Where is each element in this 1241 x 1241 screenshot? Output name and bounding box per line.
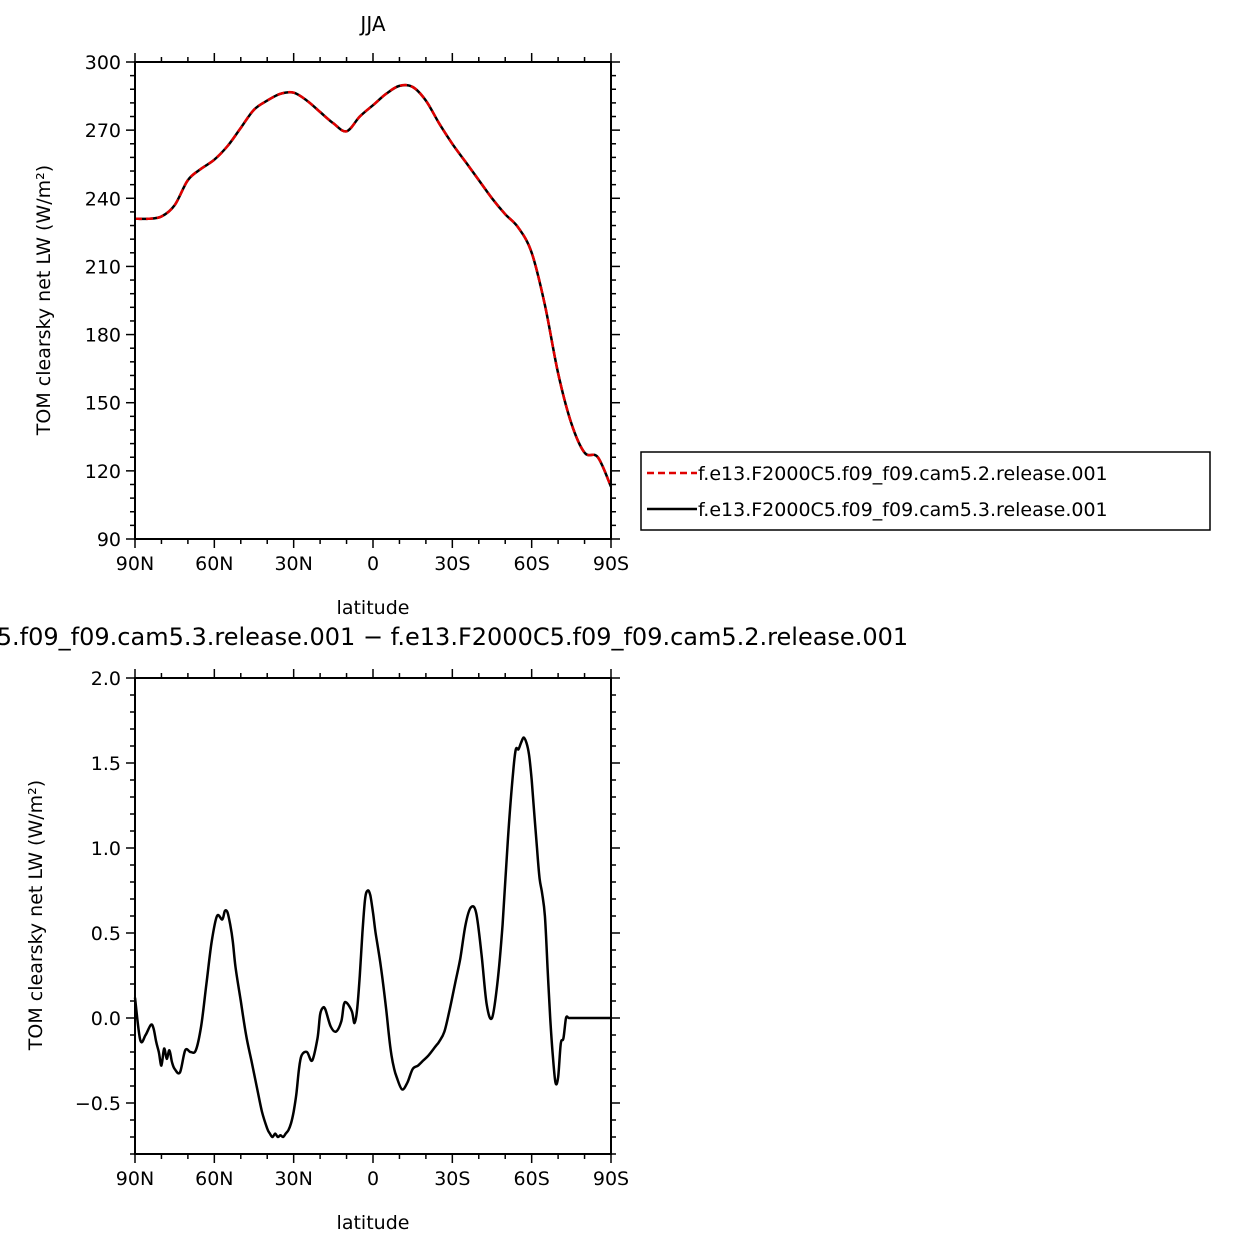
- y-tick-label: 270: [85, 120, 121, 142]
- series-line: [133, 736, 611, 1139]
- x-tick-label: 90N: [116, 553, 154, 575]
- y-tick-label: 1.0: [91, 838, 121, 860]
- x-tick-label: 90S: [593, 1168, 629, 1190]
- legend-label-cam52: f.e13.F2000C5.f09_f09.cam5.2.release.001: [698, 463, 1108, 485]
- x-tick-label: 0: [367, 1168, 379, 1190]
- y-tick-label: 240: [85, 188, 121, 210]
- x-tick-label: 60S: [514, 1168, 550, 1190]
- bottom-panel-title: f.e13.F2000C5.f09_f09.cam5.3.release.001…: [0, 623, 908, 651]
- top-panel-xlabel: latitude: [337, 597, 410, 619]
- y-tick-label: 2.0: [91, 668, 121, 690]
- bottom-panel-ylabel: TOM clearsky net LW (W/m²): [25, 780, 47, 1051]
- legend: f.e13.F2000C5.f09_f09.cam5.2.release.001…: [640, 451, 1211, 531]
- x-tick-label: 60N: [195, 1168, 233, 1190]
- y-tick-label: 0.0: [91, 1008, 121, 1030]
- top-panel: JJA TOM clearsky net LW (W/m²) latitude …: [33, 12, 629, 619]
- y-tick-label: 150: [85, 393, 121, 415]
- top-panel-title: JJA: [358, 12, 385, 36]
- y-tick-label: 0.5: [91, 923, 121, 945]
- top-panel-frame: [134, 61, 612, 540]
- x-tick-label: 90N: [116, 1168, 154, 1190]
- x-tick-label: 60S: [514, 553, 550, 575]
- y-tick-label: 180: [85, 325, 121, 347]
- legend-label-cam53: f.e13.F2000C5.f09_f09.cam5.3.release.001: [698, 499, 1108, 521]
- y-tick-label: 300: [85, 52, 121, 74]
- x-tick-label: 30N: [274, 553, 312, 575]
- y-tick-label: −0.5: [75, 1093, 121, 1115]
- y-tick-label: 210: [85, 256, 121, 278]
- x-tick-label: 30S: [434, 1168, 470, 1190]
- series-line: [134, 83, 613, 488]
- top-panel-ylabel: TOM clearsky net LW (W/m²): [33, 165, 55, 436]
- y-tick-label: 90: [97, 529, 121, 551]
- x-tick-label: 0: [367, 553, 379, 575]
- y-tick-label: 1.5: [91, 753, 121, 775]
- y-tick-label: 120: [85, 461, 121, 483]
- x-tick-label: 60N: [195, 553, 233, 575]
- x-tick-label: 30S: [434, 553, 470, 575]
- x-tick-label: 30N: [274, 1168, 312, 1190]
- legend-box: [640, 451, 1211, 531]
- x-tick-label: 90S: [593, 553, 629, 575]
- bottom-panel: f.e13.F2000C5.f09_f09.cam5.3.release.001…: [0, 623, 908, 1234]
- bottom-panel-xlabel: latitude: [337, 1212, 410, 1234]
